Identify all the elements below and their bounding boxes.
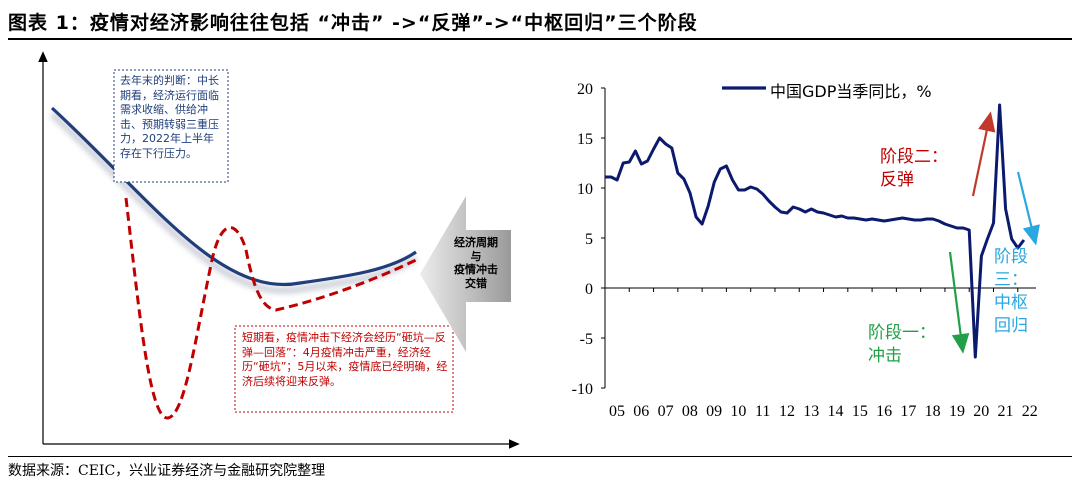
cycle-curve-shadow <box>49 111 418 294</box>
note-top: 去年末的判断：中长期看，经济运行面临需求收缩、供给冲击、预期转弱三重压力，202… <box>120 74 219 160</box>
y-tick-label: 10 <box>577 181 593 198</box>
x-tick-label: 19 <box>949 403 965 420</box>
y-tick-label: 0 <box>585 281 593 298</box>
title-rule <box>8 38 1072 40</box>
y-tick-label: -10 <box>572 381 593 398</box>
x-tick-label: 08 <box>682 403 698 420</box>
x-tick-label: 09 <box>706 403 722 420</box>
x-tick-label: 07 <box>658 403 674 420</box>
cross-label-line-3: 疫情冲击 <box>454 263 498 276</box>
phase2-arrow <box>971 111 996 197</box>
cross-label-line-4: 交错 <box>465 276 487 290</box>
cross-label-line-1: 经济周期 <box>454 236 498 249</box>
x-tick-label: 21 <box>998 403 1014 420</box>
economic-cycle-curve <box>50 106 417 287</box>
x-tick-label: 14 <box>828 403 844 420</box>
x-tick-label: 22 <box>1022 403 1038 420</box>
y-tick-label: 20 <box>577 81 593 98</box>
note-top-frame <box>113 69 229 183</box>
phase1-label: 阶段一： 冲击 <box>868 323 936 366</box>
phase2-label: 阶段二： 反弹 <box>880 147 948 190</box>
note-bottom: 短期看，疫情冲击下经济会经历“砸坑—反弹—回落”：4月疫情冲击严重，经济经历“砸… <box>242 331 448 388</box>
phase1-arrow <box>948 251 970 354</box>
x-tick-label: 13 <box>803 403 819 420</box>
x-tick-label: 12 <box>779 403 795 420</box>
epidemic-shock-curve <box>124 197 417 420</box>
gdp-series-line <box>605 103 1026 359</box>
x-tick-label: 17 <box>900 403 916 420</box>
phase3-label: 阶段 三： 中枢 回归 <box>994 247 1028 336</box>
x-tick-label: 05 <box>609 403 625 420</box>
data-source: 数据来源：CEIC，兴业证券经济与金融研究院整理 <box>8 463 326 479</box>
note-bottom-frame <box>234 325 454 413</box>
legend-label: 中国GDP当季同比，% <box>770 82 932 101</box>
x-tick-label: 16 <box>876 403 892 420</box>
x-tick-label: 11 <box>755 403 770 420</box>
x-tick-label: 15 <box>852 403 868 420</box>
x-tick-label: 10 <box>730 403 746 420</box>
x-tick-label: 18 <box>925 403 941 420</box>
cross-arrow-shape <box>420 196 511 352</box>
cross-arrow-label: 经济周期 与 疫情冲击 交错 <box>442 236 510 290</box>
figure-title: 图表 1：疫情对经济影响往往包括 “冲击” ->“反弹”->“中枢回归”三个阶段 <box>8 12 698 34</box>
y-tick-label: 5 <box>585 231 593 248</box>
x-tick-label: 06 <box>633 403 649 420</box>
x-tick-label: 20 <box>973 403 989 420</box>
y-tick-label: -5 <box>580 331 593 348</box>
y-tick-label: 15 <box>577 131 593 148</box>
cross-label-line-2: 与 <box>470 249 482 263</box>
footer-rule <box>8 456 1072 457</box>
phase3-arrow <box>1016 171 1040 246</box>
